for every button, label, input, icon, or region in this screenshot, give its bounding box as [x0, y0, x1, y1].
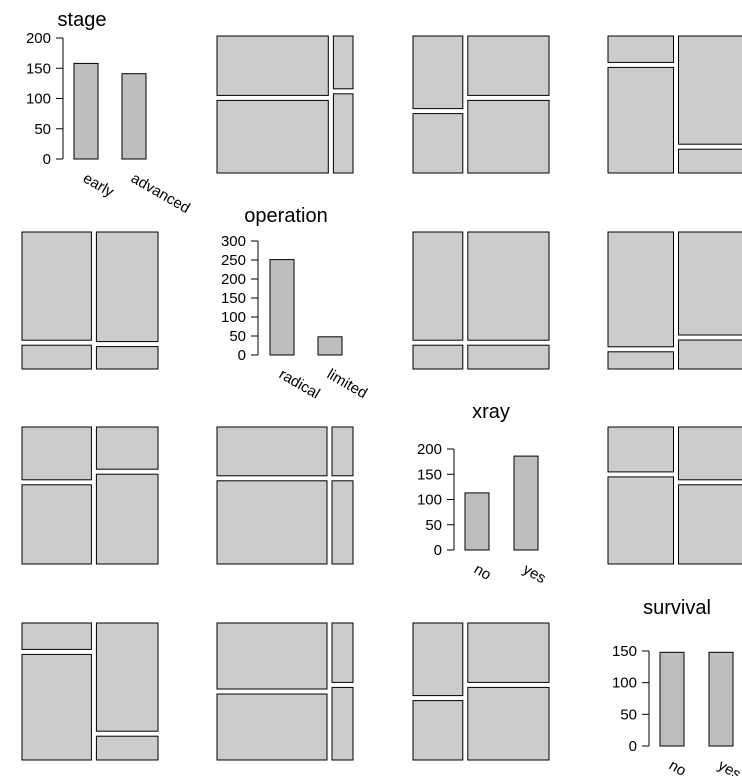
panel-title-operation: operation	[244, 205, 327, 227]
mosaic-tile-r1-c3-0-1	[607, 351, 674, 370]
mosaic-tile-r1-c2-1-0	[467, 231, 550, 341]
panel-title-xray: xray	[472, 401, 510, 423]
bar-survival-no	[659, 651, 685, 747]
y-tick-label-xray-200: 200	[417, 441, 442, 458]
category-label-operation-limited: limited	[324, 366, 370, 402]
mosaic-tile-r0-c3-0-0	[607, 35, 674, 63]
mosaic-tile-r1-c0-1-1	[95, 346, 159, 370]
y-tick-label-stage-200: 200	[26, 30, 51, 47]
y-tick-label-stage-0: 0	[43, 151, 51, 168]
y-tick-label-operation-100: 100	[221, 309, 246, 326]
mosaic-tile-r1-c2-0-0	[412, 231, 464, 341]
panel-title-survival: survival	[643, 597, 711, 619]
mosaic-tile-r1-c3-0-0	[607, 231, 674, 348]
mosaic-tile-r0-c1-1-0	[332, 35, 354, 90]
category-label-operation-radical: radical	[276, 366, 323, 403]
mosaic-tile-r2-c0-0-0	[21, 426, 92, 481]
y-tick-label-operation-0: 0	[238, 347, 246, 364]
mosaic-tile-r3-c2-0-0	[412, 622, 464, 697]
category-label-xray-yes: yes	[520, 561, 549, 587]
y-tick-label-survival-0: 0	[629, 738, 637, 755]
mosaic-tile-r0-c2-1-0	[467, 35, 550, 96]
bar-stage-advanced	[121, 73, 147, 160]
mosaic-tile-r2-c3-0-1	[607, 476, 674, 565]
mosaic-tile-r0-c1-1-1	[332, 93, 354, 174]
category-label-stage-advanced: advanced	[128, 170, 193, 217]
mosaic-tile-r1-c3-1-1	[678, 339, 742, 370]
mosaic-tile-r3-c1-1-1	[331, 686, 354, 761]
mosaic-tile-r3-c1-0-0	[216, 622, 328, 690]
mosaic-tile-r1-c2-1-1	[467, 344, 550, 370]
y-tick-label-survival-50: 50	[620, 706, 637, 723]
y-tick-label-xray-100: 100	[417, 492, 442, 509]
mosaic-tile-r0-c3-1-1	[678, 148, 742, 174]
y-tick-label-xray-50: 50	[425, 517, 442, 534]
mosaic-tile-r0-c2-1-1	[467, 99, 550, 174]
mosaic-tile-r0-c3-0-1	[607, 66, 674, 174]
mosaic-tile-r1-c0-0-0	[21, 231, 92, 341]
mosaic-tile-r2-c3-1-0	[678, 426, 742, 481]
mosaic-tile-r0-c1-0-1	[216, 99, 329, 174]
mosaic-tile-r2-c1-0-1	[216, 480, 328, 565]
mosaic-tile-r3-c2-1-0	[467, 622, 550, 683]
mosaic-tile-r0-c2-0-1	[412, 113, 464, 174]
mosaic-tile-r2-c0-1-0	[95, 426, 159, 470]
category-label-survival-no: no	[666, 757, 689, 776]
bar-survival-yes	[708, 651, 734, 747]
bar-operation-radical	[269, 259, 295, 356]
y-tick-label-stage-150: 150	[26, 60, 51, 77]
y-tick-label-xray-0: 0	[434, 542, 442, 559]
mosaic-tile-r1-c2-0-1	[412, 344, 464, 370]
mosaic-tile-r0-c1-0-0	[216, 35, 329, 96]
y-tick-label-operation-300: 300	[221, 233, 246, 250]
mosaic-tile-r2-c3-1-1	[678, 484, 742, 565]
y-tick-label-operation-50: 50	[229, 328, 246, 345]
mosaic-tile-r3-c0-1-0	[95, 622, 159, 732]
mosaic-tile-r1-c0-0-1	[21, 344, 92, 370]
bar-xray-yes	[513, 455, 539, 551]
mosaic-tile-r0-c2-0-0	[412, 35, 464, 110]
mosaic-tile-r1-c0-1-0	[95, 231, 159, 343]
mosaic-tile-r3-c2-0-1	[412, 700, 464, 761]
y-tick-label-operation-200: 200	[221, 271, 246, 288]
mosaic-tile-r2-c3-0-0	[607, 426, 674, 473]
y-tick-label-operation-150: 150	[221, 290, 246, 307]
bar-stage-early	[73, 62, 99, 160]
mosaic-tile-r2-c0-0-1	[21, 484, 92, 565]
mosaic-tile-r2-c1-1-0	[331, 426, 354, 477]
mosaic-tile-r3-c1-1-0	[331, 622, 354, 683]
panel-title-stage: stage	[58, 9, 107, 31]
y-tick-label-survival-150: 150	[612, 643, 637, 660]
bar-operation-limited	[317, 336, 343, 356]
mosaic-tile-r3-c1-0-1	[216, 693, 328, 761]
mosaic-tile-r2-c1-1-1	[331, 480, 354, 565]
category-label-stage-early: early	[80, 170, 117, 201]
mosaic-tile-r2-c1-0-0	[216, 426, 328, 477]
y-tick-label-operation-250: 250	[221, 252, 246, 269]
category-label-xray-no: no	[471, 561, 494, 584]
bar-xray-no	[464, 492, 490, 551]
y-tick-label-stage-50: 50	[34, 121, 51, 138]
mosaic-tile-r3-c2-1-1	[467, 686, 550, 761]
mosaic-tile-r2-c0-1-1	[95, 473, 159, 565]
category-label-survival-yes: yes	[715, 757, 742, 776]
y-tick-label-xray-150: 150	[417, 466, 442, 483]
mosaic-tile-r3-c0-1-1	[95, 735, 159, 761]
y-tick-label-stage-100: 100	[26, 91, 51, 108]
mosaic-tile-r1-c3-1-0	[678, 231, 742, 336]
mosaic-tile-r3-c0-0-0	[21, 622, 92, 650]
y-tick-label-survival-100: 100	[612, 675, 637, 692]
mosaic-tile-r0-c3-1-0	[678, 35, 742, 145]
mosaic-tile-r3-c0-0-1	[21, 653, 92, 761]
